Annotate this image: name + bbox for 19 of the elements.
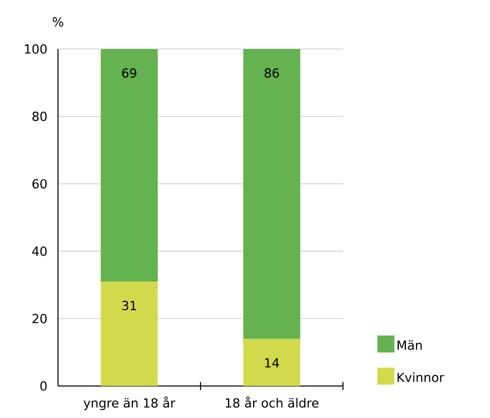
bar [243, 49, 300, 339]
y-tick-label: 100 [25, 44, 47, 54]
data-label: 14 [265, 358, 279, 368]
legend-label: Män [398, 340, 422, 350]
bar [100, 282, 158, 386]
bar [243, 338, 300, 386]
y-tick-label: 40 [32, 246, 47, 256]
y-tick-label: 80 [32, 112, 47, 122]
x-tick-label: yngre än 18 år [84, 396, 176, 410]
y-tick-label: 60 [32, 179, 47, 189]
data-label: 69 [122, 68, 136, 78]
y-tick-label: 20 [32, 314, 47, 324]
bar [100, 49, 158, 282]
legend-label: Kvinnor [398, 372, 444, 382]
data-label: 31 [122, 300, 136, 310]
y-axis-title: % [52, 17, 64, 27]
data-label: 86 [264, 68, 279, 78]
y-tick-label: 0 [40, 381, 47, 391]
x-tick-label: 18 år och äldre [226, 396, 318, 408]
